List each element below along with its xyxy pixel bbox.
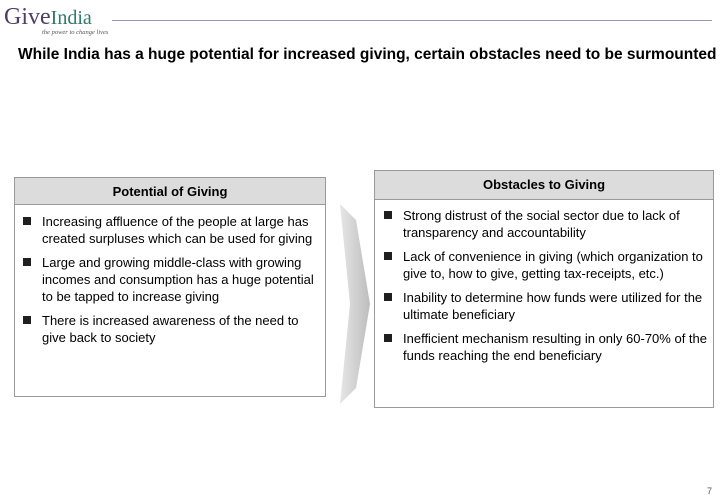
bullet-text: Lack of convenience in giving (which org… (403, 249, 703, 281)
list-item: Lack of convenience in giving (which org… (380, 248, 707, 282)
bullet-square-icon (23, 217, 31, 225)
chevron-arrow-icon (340, 204, 370, 404)
list-item: Large and growing middle-class with grow… (19, 254, 319, 305)
logo-india: India (50, 7, 92, 29)
obstacles-panel-title: Obstacles to Giving (375, 171, 713, 200)
list-item: There is increased awareness of the need… (19, 312, 319, 346)
potential-list: Increasing affluence of the people at la… (15, 205, 325, 346)
slide-headline: While India has a huge potential for inc… (18, 46, 717, 63)
potential-panel-title: Potential of Giving (15, 178, 325, 205)
potential-panel: Potential of Giving Increasing affluence… (14, 177, 326, 397)
logo-wordmark: GiveIndia (4, 4, 92, 31)
list-item: Increasing affluence of the people at la… (19, 213, 319, 247)
logo-give: Give (4, 4, 51, 30)
list-item: Strong distrust of the social sector due… (380, 207, 707, 241)
giveindia-logo: GiveIndia the power to change lives (4, 4, 114, 36)
header-rule (112, 20, 712, 21)
list-item: Inefficient mechanism resulting in only … (380, 330, 707, 364)
bullet-square-icon (384, 252, 392, 260)
bullet-square-icon (384, 334, 392, 342)
bullet-text: Strong distrust of the social sector due… (403, 208, 680, 240)
bullet-text: Large and growing middle-class with grow… (42, 255, 314, 304)
bullet-text: Inability to determine how funds were ut… (403, 290, 703, 322)
bullet-text: Inefficient mechanism resulting in only … (403, 331, 707, 363)
bullet-text: Increasing affluence of the people at la… (42, 214, 313, 246)
bullet-square-icon (384, 211, 392, 219)
bullet-square-icon (23, 316, 31, 324)
list-item: Inability to determine how funds were ut… (380, 289, 707, 323)
logo-tagline: the power to change lives (42, 29, 109, 36)
bullet-square-icon (384, 293, 392, 301)
bullet-square-icon (23, 258, 31, 266)
obstacles-panel: Obstacles to Giving Strong distrust of t… (374, 170, 714, 408)
page-number: 7 (706, 486, 712, 496)
obstacles-list: Strong distrust of the social sector due… (375, 200, 713, 364)
bullet-text: There is increased awareness of the need… (42, 313, 299, 345)
